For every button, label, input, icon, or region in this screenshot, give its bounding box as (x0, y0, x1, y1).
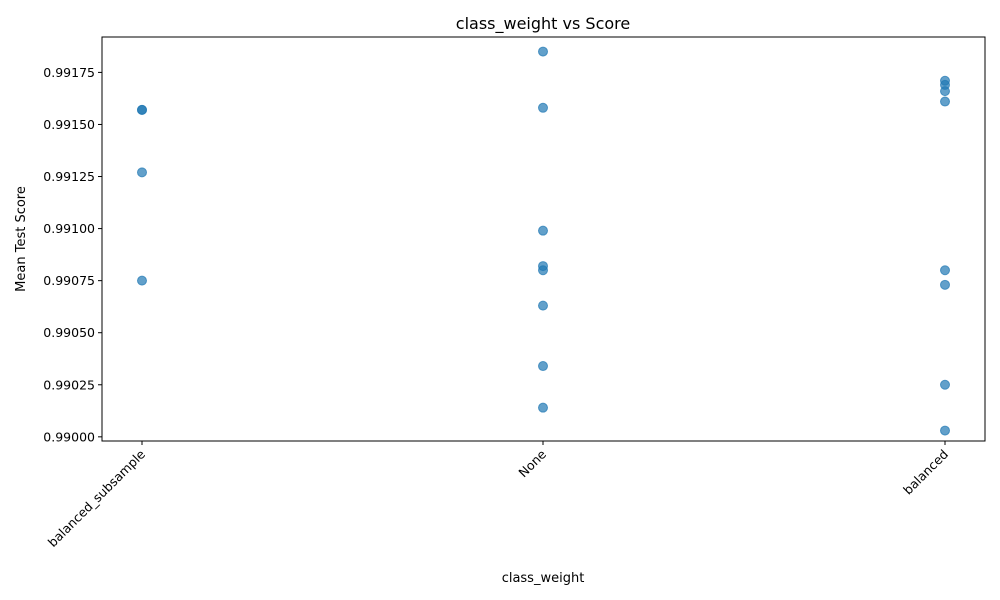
y-tick-label: 0.99100 (43, 221, 95, 236)
data-point (538, 46, 548, 57)
y-tick-label: 0.99075 (43, 273, 95, 288)
y-axis-label: Mean Test Score (14, 186, 29, 292)
data-point (137, 275, 147, 286)
data-point (940, 86, 950, 97)
chart-title: class_weight vs Score (456, 14, 630, 34)
data-point (137, 104, 147, 115)
y-axis-ticks: 0.99000 0.99025 0.99050 0.99075 0.99100 0.991… (43, 65, 102, 444)
x-tick-label: None (515, 446, 549, 480)
y-tick-label: 0.99125 (43, 169, 95, 184)
data-point (940, 379, 950, 390)
y-tick-label: 0.99050 (43, 325, 95, 340)
x-axis-ticks: balanced_subsample None balanced (45, 441, 951, 550)
x-axis-label: class_weight (502, 571, 585, 586)
x-tick-label: balanced (900, 447, 951, 498)
plot-frame (101, 36, 986, 442)
data-points (137, 46, 950, 436)
data-point (538, 300, 548, 311)
data-point (940, 279, 950, 290)
data-point (940, 265, 950, 276)
data-point (940, 425, 950, 436)
y-tick-label: 0.99175 (43, 65, 95, 80)
data-point (137, 167, 147, 178)
y-tick-label: 0.99150 (43, 117, 95, 132)
data-point (940, 96, 950, 107)
data-point (538, 102, 548, 113)
x-tick-label: balanced_subsample (45, 446, 149, 550)
data-point (538, 402, 548, 413)
y-tick-label: 0.99000 (43, 429, 95, 444)
data-point (538, 361, 548, 372)
data-point (538, 265, 548, 276)
data-point (538, 225, 548, 236)
y-tick-label: 0.99025 (43, 377, 95, 392)
